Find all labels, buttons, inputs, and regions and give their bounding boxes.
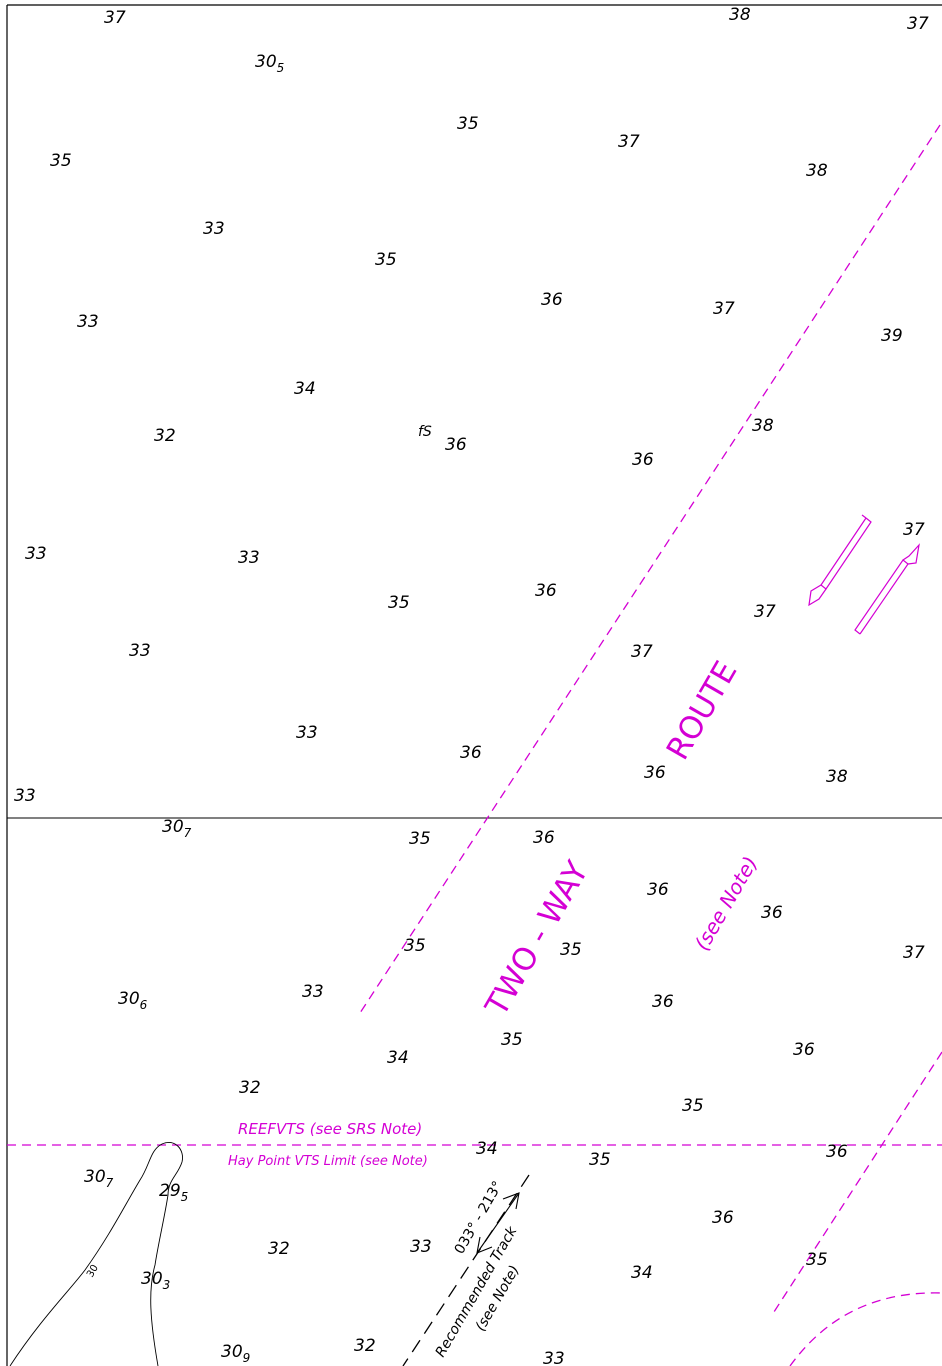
vts-limit-label: Hay Point VTS Limit (see Note) xyxy=(228,1154,428,1169)
depth-sounding: 37 xyxy=(631,642,653,662)
depth-sounding: 39 xyxy=(881,326,903,346)
depth-sounding: 35 xyxy=(589,1150,611,1170)
depth-sounding: 303 xyxy=(141,1269,170,1292)
depth-sounding: 37 xyxy=(104,8,126,28)
depth-sounding: 33 xyxy=(410,1237,432,1257)
depth-sounding: 36 xyxy=(632,450,654,470)
depth-sounding: 306 xyxy=(118,989,148,1012)
depth-sounding: 34 xyxy=(294,379,316,399)
depth-sounding: 32 xyxy=(239,1078,261,1098)
depth-sounding: 36 xyxy=(647,880,669,900)
depth-sounding: 32 xyxy=(354,1336,376,1356)
depth-sounding: 36 xyxy=(445,435,467,455)
depth-sounding: 35 xyxy=(375,250,397,270)
depth-sounding: 33 xyxy=(14,786,36,806)
depth-sounding: 36 xyxy=(761,903,783,923)
depth-sounding: 38 xyxy=(729,5,751,25)
depth-sounding: 35 xyxy=(404,936,426,956)
depth-sounding: 35 xyxy=(501,1030,523,1050)
depth-sounding: 34 xyxy=(476,1139,498,1159)
depth-sounding: 34 xyxy=(631,1263,653,1283)
depth-sounding: 33 xyxy=(77,312,99,332)
depth-sounding: 33 xyxy=(302,982,324,1002)
reefvts-label: REEFVTS (see SRS Note) xyxy=(238,1120,422,1138)
depth-sounding: 38 xyxy=(806,161,828,181)
traffic-arrow-northeast xyxy=(854,543,920,635)
depth-sounding: 35 xyxy=(50,151,72,171)
depth-sounding: 32 xyxy=(268,1239,290,1259)
depth-sounding: 36 xyxy=(826,1142,848,1162)
depth-sounding: 36 xyxy=(712,1208,734,1228)
depth-sounding: 37 xyxy=(754,602,776,622)
depth-sounding: 36 xyxy=(460,743,482,763)
depth-sounding: 305 xyxy=(255,52,284,75)
depth-sounding: 37 xyxy=(903,520,925,540)
depth-sounding: 35 xyxy=(560,940,582,960)
soundings-layer: 37 38 37 305 35 37 35 38 33 35 36 37 33 39 34 38 32 36 36 3… xyxy=(14,5,929,1366)
depth-sounding: 36 xyxy=(644,763,666,783)
depth-sounding: 33 xyxy=(238,548,260,568)
depth-sounding: 307 xyxy=(84,1167,114,1190)
depth-sounding: 35 xyxy=(806,1250,828,1270)
depth-sounding: 33 xyxy=(25,544,47,564)
route-label: ROUTE xyxy=(660,655,745,766)
depth-sounding: 34 xyxy=(387,1048,409,1068)
depth-contour-30 xyxy=(9,1142,183,1366)
depth-sounding: 37 xyxy=(907,14,929,34)
depth-sounding: 33 xyxy=(543,1349,565,1366)
depth-sounding: 35 xyxy=(388,593,410,613)
depth-sounding: 37 xyxy=(713,299,735,319)
depth-sounding: 36 xyxy=(535,581,557,601)
contour-label: 30 xyxy=(85,1263,101,1280)
depth-sounding: 35 xyxy=(457,114,479,134)
depth-sounding: 307 xyxy=(162,817,192,840)
depth-sounding: 295 xyxy=(159,1181,188,1204)
depth-sounding: 36 xyxy=(793,1040,815,1060)
track-direction-arrows xyxy=(476,1192,520,1254)
route-arc xyxy=(789,1292,942,1366)
depth-sounding: 38 xyxy=(826,767,848,787)
depth-sounding: 32 xyxy=(154,426,176,446)
depth-sounding: 35 xyxy=(409,829,431,849)
depth-sounding: 37 xyxy=(618,132,640,152)
seabed-fine-sand-label: fS xyxy=(418,424,432,440)
depth-sounding: 38 xyxy=(752,416,774,436)
depth-sounding: 35 xyxy=(682,1096,704,1116)
depth-sounding: 36 xyxy=(652,992,674,1012)
route-note-label: (see Note) xyxy=(690,852,763,954)
depth-sounding: 36 xyxy=(533,828,555,848)
depth-sounding: 33 xyxy=(129,641,151,661)
route-boundary-line-lower xyxy=(771,1051,942,1316)
route-boundary-line xyxy=(359,124,941,1014)
depth-sounding: 309 xyxy=(221,1342,250,1365)
recommended-track-line xyxy=(402,1174,530,1366)
depth-sounding: 33 xyxy=(296,723,318,743)
traffic-arrow-southwest xyxy=(808,514,872,607)
depth-sounding: 37 xyxy=(903,943,925,963)
depth-sounding: 33 xyxy=(203,219,225,239)
depth-sounding: 36 xyxy=(541,290,563,310)
